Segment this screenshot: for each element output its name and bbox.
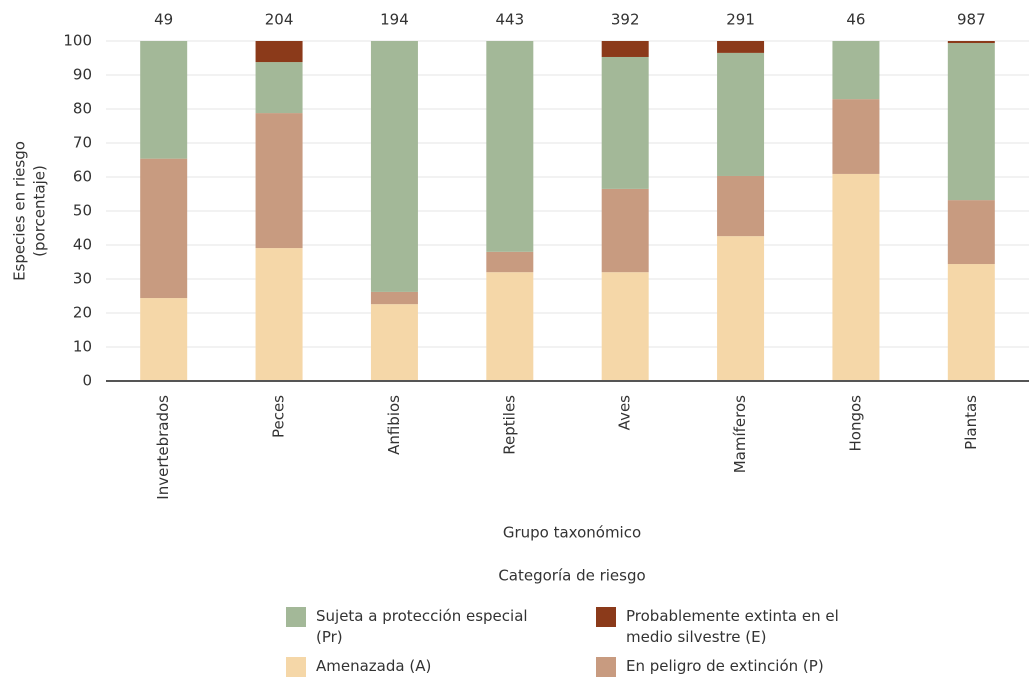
legend-label: Amenazada (A)	[316, 657, 432, 675]
x-tick-label: Plantas	[962, 395, 980, 450]
y-tick-label: 100	[63, 32, 92, 50]
legend-label: En peligro de extinción (P)	[626, 657, 824, 675]
legend-item: En peligro de extinción (P)	[596, 656, 856, 677]
bar-segment	[832, 99, 880, 174]
y-tick-label: 70	[73, 134, 92, 152]
bar-segment	[255, 113, 303, 249]
bar-segment	[486, 251, 534, 273]
x-tick-label: Anfibios	[385, 395, 403, 455]
legend-title: Categoría de riesgo	[498, 567, 645, 585]
x-tick-label: Reptiles	[500, 395, 518, 455]
bar-segment	[601, 188, 649, 273]
bar-segment	[370, 304, 418, 381]
y-tick-label: 20	[73, 304, 92, 322]
bar-segment	[601, 272, 649, 381]
legend-swatch	[286, 607, 306, 627]
bar-segment	[947, 43, 995, 201]
bar-segment	[832, 173, 880, 381]
bar-segment	[486, 41, 534, 252]
bar-segment	[255, 62, 303, 114]
legend-item: Amenazada (A)	[286, 656, 546, 677]
legend-label: Probablemente extinta en el medio silves…	[626, 607, 839, 646]
x-tick-label: Aves	[616, 395, 634, 430]
bar-segment	[717, 41, 765, 53]
total-label: 49	[154, 11, 173, 29]
total-label: 194	[380, 11, 409, 29]
bar-segment	[370, 41, 418, 292]
legend-swatch	[596, 607, 616, 627]
legend-item: Probablemente extinta en el medio silves…	[596, 606, 856, 648]
bar-segment	[717, 52, 765, 176]
y-tick-label: 10	[73, 338, 92, 356]
bar-segment	[601, 41, 649, 57]
bar-segment	[140, 158, 188, 299]
bar-segment	[255, 41, 303, 63]
x-axis-title: Grupo taxonómico	[503, 524, 641, 542]
bar-segment	[486, 272, 534, 381]
bar-segment	[601, 56, 649, 189]
bar-segment	[140, 41, 188, 159]
bar-segment	[140, 298, 188, 381]
x-tick-label: Mamíferos	[731, 395, 749, 473]
total-label: 987	[957, 11, 986, 29]
legend-swatch	[286, 657, 306, 677]
total-label: 46	[846, 11, 865, 29]
y-tick-label: 60	[73, 168, 92, 186]
y-tick-label: 50	[73, 202, 92, 220]
legend-swatch	[596, 657, 616, 677]
bar-segment	[947, 200, 995, 265]
x-tick-label: Invertebrados	[154, 395, 172, 500]
y-tick-label: 0	[82, 372, 92, 390]
bar-segment	[255, 248, 303, 381]
legend-label: Sujeta a protección especial (Pr)	[316, 607, 528, 646]
bar-segment	[947, 264, 995, 381]
y-tick-label: 30	[73, 270, 92, 288]
total-label: 291	[726, 11, 755, 29]
x-tick-label: Peces	[270, 395, 288, 438]
legend-item: Sujeta a protección especial (Pr)	[286, 606, 546, 648]
y-tick-label: 90	[73, 66, 92, 84]
total-label: 204	[265, 11, 294, 29]
y-tick-label: 80	[73, 100, 92, 118]
y-axis-title: Especies en riesgo	[11, 141, 29, 281]
total-label: 443	[495, 11, 524, 29]
bar-segment	[717, 175, 765, 237]
bar-segment	[947, 41, 995, 44]
total-label: 392	[611, 11, 640, 29]
bar-segment	[832, 41, 880, 100]
x-tick-label: Hongos	[846, 395, 864, 452]
y-axis-title: (porcentaje)	[31, 165, 49, 257]
bar-segment	[717, 236, 765, 381]
y-tick-label: 40	[73, 236, 92, 254]
bar-segment	[370, 291, 418, 305]
